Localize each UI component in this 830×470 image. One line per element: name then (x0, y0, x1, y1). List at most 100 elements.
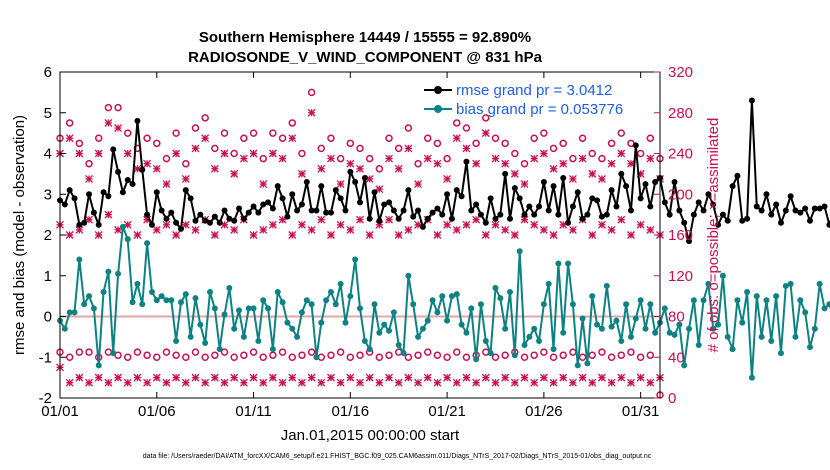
obs-assimilated-marker (356, 164, 364, 173)
obs-assimilated-marker (133, 231, 142, 239)
obs-assimilated-stroke (230, 225, 239, 234)
obs-assimilated-marker (201, 134, 210, 143)
bias-point (100, 289, 107, 296)
bias-point (652, 329, 659, 336)
obs-assimilated-stroke (365, 373, 374, 382)
obs-assimilated-stroke (385, 154, 393, 163)
obs-possible-marker (143, 351, 151, 359)
rmse-point (289, 191, 296, 198)
rmse-point (647, 203, 654, 210)
obs-assimilated-stroke (588, 378, 597, 387)
obs-possible-marker (278, 348, 287, 356)
bias-point (332, 301, 339, 308)
obs-assimilated-stroke (239, 154, 248, 163)
obs-assimilated-marker (568, 225, 577, 234)
rmse-point (361, 174, 368, 181)
y-tick-label: 3 (44, 186, 52, 203)
footer-data-file: data file: /Users/raeder/DAI/ATM_forcXX/… (143, 453, 652, 460)
obs-assimilated-marker (414, 378, 423, 387)
bias-point (207, 289, 213, 296)
obs-possible-marker (462, 353, 471, 361)
bias-point (811, 325, 818, 332)
obs-possible-marker (327, 351, 335, 359)
obs-assimilated-marker (230, 373, 239, 382)
obs-assimilated-marker (491, 154, 500, 163)
bias-point (584, 360, 591, 367)
obs-assimilated-stroke (443, 175, 452, 183)
obs-assimilated-marker (297, 169, 306, 178)
bias-point (260, 297, 267, 304)
bias-point (386, 327, 393, 334)
obs-assimilated-marker (230, 169, 239, 178)
obs-assimilated-marker (133, 373, 142, 382)
y-tick-label: 4 (44, 146, 52, 163)
rmse-point (458, 193, 465, 200)
obs-possible-marker (201, 353, 209, 361)
obs-assimilated-marker (462, 220, 471, 229)
bias-point (163, 297, 170, 304)
rmse-point (226, 215, 233, 222)
obs-assimilated-marker (588, 378, 597, 387)
obs-assimilated-marker (210, 164, 219, 173)
obs-possible-marker (549, 353, 558, 361)
rmse-point (221, 207, 228, 214)
obs-assimilated-stroke (172, 149, 181, 158)
rmse-point (652, 179, 659, 186)
obs-assimilated-stroke (297, 220, 306, 229)
obs-possible-marker (240, 351, 248, 359)
obs-assimilated-stroke (288, 373, 297, 382)
obs-possible-marker (269, 351, 277, 359)
rmse-point (105, 193, 112, 200)
obs-assimilated-stroke (123, 378, 132, 387)
obs-assimilated-stroke (481, 129, 490, 138)
obs-assimilated-marker (414, 180, 423, 189)
rmse-point (255, 209, 262, 216)
rmse-point (148, 221, 155, 228)
bias-point (313, 354, 320, 361)
bias-point (560, 329, 567, 336)
obs-possible-marker (336, 348, 345, 356)
obs-assimilated-marker (530, 378, 539, 387)
bias-point (110, 350, 117, 357)
obs-assimilated-marker (404, 225, 413, 234)
obs-assimilated-marker (510, 169, 519, 178)
bias-point (482, 337, 489, 344)
rmse-point (260, 201, 267, 208)
rmse-point (207, 219, 213, 226)
rmse-point (550, 183, 557, 190)
bias-point (366, 346, 373, 353)
bias-point (274, 289, 281, 296)
rmse-point (482, 219, 489, 226)
obs-possible-marker (414, 351, 422, 359)
bias-point (569, 301, 576, 308)
rmse-point (734, 172, 741, 179)
obs-assimilated-marker (472, 215, 481, 224)
rmse-point (124, 176, 131, 183)
bias-point (429, 297, 436, 304)
bias-point (734, 297, 741, 304)
bias-point (318, 319, 325, 326)
obs-possible-marker (201, 114, 209, 122)
bias-point (623, 301, 630, 308)
obs-assimilated-stroke (75, 373, 84, 382)
bias-point (298, 309, 305, 316)
obs-assimilated-marker (143, 159, 152, 168)
y2-axis-label: # of obs: o=possible; ×=assimilated (705, 118, 722, 353)
obs-assimilated-marker (210, 231, 219, 239)
rmse-point (269, 205, 276, 212)
obs-possible-marker (346, 139, 355, 148)
obs-possible-marker (598, 348, 606, 356)
obs-possible-marker (123, 353, 132, 361)
bias-point (269, 346, 276, 353)
bias-point (153, 297, 160, 304)
obs-assimilated-stroke (220, 378, 229, 387)
obs-assimilated-marker (462, 373, 471, 382)
obs-assimilated-stroke (568, 175, 577, 183)
obs-possible-marker (443, 154, 451, 163)
obs-assimilated-marker (259, 378, 268, 387)
obs-possible-marker (356, 144, 364, 153)
obs-possible-marker (588, 149, 597, 158)
obs-assimilated-stroke (152, 373, 161, 382)
rmse-point (511, 185, 518, 192)
